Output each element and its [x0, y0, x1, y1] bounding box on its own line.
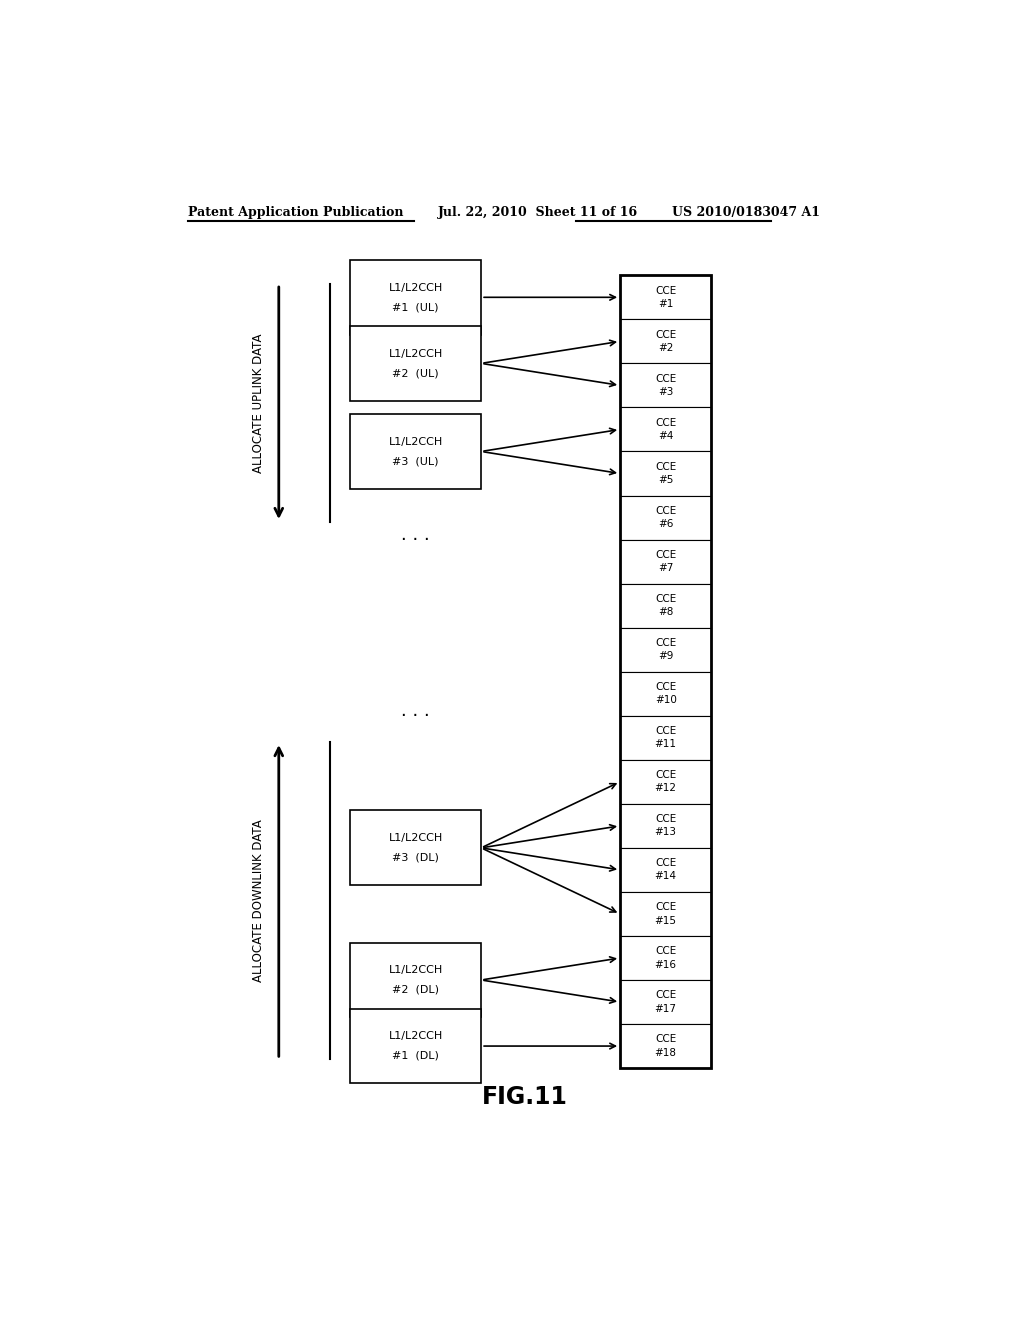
Text: CCE: CCE — [655, 858, 676, 869]
Text: · · ·: · · · — [401, 531, 430, 549]
Bar — [620, 804, 712, 847]
Text: CCE: CCE — [655, 682, 676, 692]
Text: #9: #9 — [658, 651, 674, 661]
Text: #5: #5 — [658, 475, 674, 484]
Text: CCE: CCE — [655, 374, 676, 384]
Text: #16: #16 — [654, 960, 677, 970]
Text: #2  (DL): #2 (DL) — [392, 985, 439, 995]
Text: CCE: CCE — [655, 330, 676, 339]
Text: #7: #7 — [658, 564, 674, 573]
Text: Jul. 22, 2010  Sheet 11 of 16: Jul. 22, 2010 Sheet 11 of 16 — [437, 206, 638, 219]
Text: L1/L2CCH: L1/L2CCH — [388, 348, 442, 359]
Text: CCE: CCE — [655, 990, 676, 1001]
Text: CCE: CCE — [655, 550, 676, 560]
Text: CCE: CCE — [655, 594, 676, 605]
Bar — [350, 260, 481, 335]
Text: CCE: CCE — [655, 814, 676, 824]
Text: #1  (DL): #1 (DL) — [392, 1051, 439, 1061]
Bar — [350, 810, 481, 886]
Text: #17: #17 — [654, 1003, 677, 1014]
Text: #2: #2 — [658, 343, 674, 352]
Bar — [620, 936, 712, 979]
Text: CCE: CCE — [655, 946, 676, 957]
Text: L1/L2CCH: L1/L2CCH — [388, 282, 442, 293]
Text: #4: #4 — [658, 432, 674, 441]
Bar — [350, 942, 481, 1018]
Bar — [620, 540, 712, 583]
Bar — [350, 1008, 481, 1084]
Bar — [350, 414, 481, 488]
Text: CCE: CCE — [655, 1035, 676, 1044]
Text: #2  (UL): #2 (UL) — [392, 368, 439, 378]
Text: CCE: CCE — [655, 418, 676, 428]
Bar — [620, 363, 712, 408]
Bar — [620, 1024, 712, 1068]
Bar — [620, 672, 712, 715]
Bar — [620, 627, 712, 672]
Text: CCE: CCE — [655, 770, 676, 780]
Text: CCE: CCE — [655, 903, 676, 912]
Text: L1/L2CCH: L1/L2CCH — [388, 833, 442, 843]
Text: #8: #8 — [658, 607, 674, 618]
Bar — [620, 451, 712, 495]
Text: CCE: CCE — [655, 285, 676, 296]
Bar — [620, 583, 712, 627]
Text: Patent Application Publication: Patent Application Publication — [187, 206, 403, 219]
Text: CCE: CCE — [655, 638, 676, 648]
Text: L1/L2CCH: L1/L2CCH — [388, 965, 442, 975]
Text: L1/L2CCH: L1/L2CCH — [388, 437, 442, 446]
Text: CCE: CCE — [655, 462, 676, 471]
Text: #13: #13 — [654, 828, 677, 837]
Text: #1  (UL): #1 (UL) — [392, 302, 439, 312]
Text: #6: #6 — [658, 519, 674, 529]
Text: FIG.11: FIG.11 — [482, 1085, 567, 1109]
Text: #11: #11 — [654, 739, 677, 750]
Bar — [620, 495, 712, 540]
Text: #3  (DL): #3 (DL) — [392, 853, 439, 862]
Bar — [620, 276, 712, 1068]
Text: ALLOCATE UPLINK DATA: ALLOCATE UPLINK DATA — [253, 333, 265, 473]
Text: CCE: CCE — [655, 726, 676, 737]
Bar — [620, 408, 712, 451]
Bar — [620, 715, 712, 760]
Text: · · ·: · · · — [401, 706, 430, 725]
Text: ALLOCATE DOWNLINK DATA: ALLOCATE DOWNLINK DATA — [253, 820, 265, 982]
Text: #10: #10 — [654, 696, 677, 705]
Bar — [620, 892, 712, 936]
Text: US 2010/0183047 A1: US 2010/0183047 A1 — [672, 206, 819, 219]
Text: #18: #18 — [654, 1048, 677, 1057]
Text: #14: #14 — [654, 871, 677, 882]
Text: CCE: CCE — [655, 506, 676, 516]
Text: #3  (UL): #3 (UL) — [392, 457, 439, 466]
Bar — [620, 847, 712, 892]
Bar — [620, 276, 712, 319]
Bar — [350, 326, 481, 401]
Bar — [620, 760, 712, 804]
Text: #15: #15 — [654, 916, 677, 925]
Text: #1: #1 — [658, 298, 674, 309]
Bar — [620, 319, 712, 363]
Text: #3: #3 — [658, 387, 674, 397]
Text: #12: #12 — [654, 783, 677, 793]
Text: L1/L2CCH: L1/L2CCH — [388, 1031, 442, 1041]
Bar — [620, 979, 712, 1024]
